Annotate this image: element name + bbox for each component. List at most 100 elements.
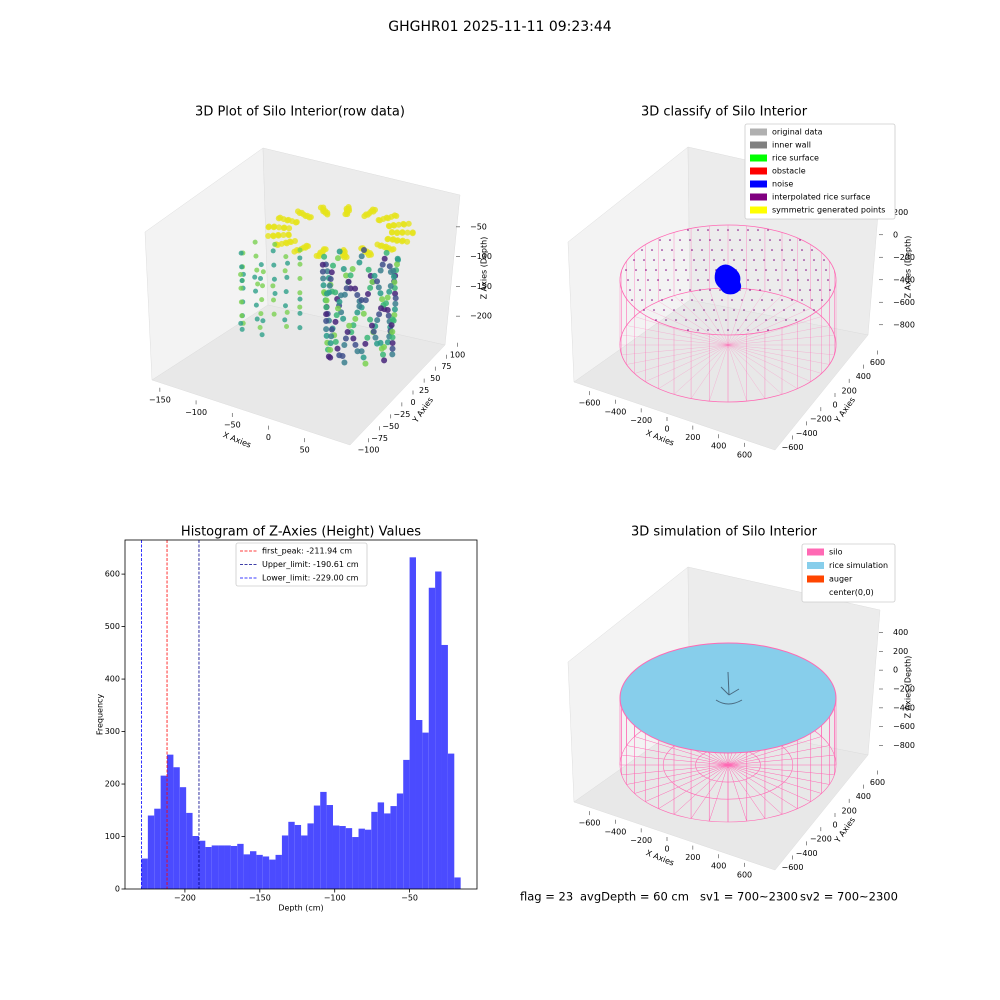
decor-point xyxy=(285,231,292,238)
bar xyxy=(224,845,231,889)
bar xyxy=(281,835,289,889)
decor-point xyxy=(801,249,803,251)
decor-wire xyxy=(727,764,835,776)
decor-point xyxy=(707,229,709,231)
bar xyxy=(332,825,340,889)
decor-point xyxy=(239,326,245,332)
decor-wire xyxy=(645,764,729,802)
decor-point xyxy=(697,229,699,231)
decor-point xyxy=(709,289,711,291)
decor-wire xyxy=(727,344,798,389)
decor-point xyxy=(393,237,400,244)
decor-point xyxy=(389,340,396,347)
decor-point xyxy=(358,253,365,260)
legend-label: Upper_limit: -190.61 cm xyxy=(262,560,359,569)
decor-point xyxy=(721,299,723,301)
decor-point xyxy=(669,239,671,241)
decor-point xyxy=(358,348,365,355)
decor-point xyxy=(270,248,276,254)
decor-point xyxy=(238,299,244,305)
decor-point xyxy=(805,269,807,271)
legend-label: noise xyxy=(772,180,793,189)
decor-point xyxy=(653,259,655,261)
decor-point xyxy=(303,242,310,249)
pane xyxy=(151,304,446,446)
decor-point xyxy=(637,279,639,281)
y-tick-label: 0 xyxy=(832,821,837,830)
bar xyxy=(422,732,429,889)
y-tick-label: −200 xyxy=(810,835,832,844)
decor-point xyxy=(330,262,337,269)
decor-point xyxy=(657,279,659,281)
legend-label: first_peak: -211.94 cm xyxy=(262,547,352,556)
bar xyxy=(237,843,244,889)
decor-wire xyxy=(619,224,837,336)
legend-box xyxy=(801,543,896,603)
decor-point xyxy=(783,259,785,261)
decor-point xyxy=(259,332,265,338)
decor-point xyxy=(381,255,388,262)
decor-point xyxy=(697,329,699,331)
decor-wire xyxy=(727,291,766,346)
decor-point xyxy=(394,255,401,262)
decor-point xyxy=(334,345,341,352)
y-tick-label: 75 xyxy=(441,362,451,371)
decor-wire xyxy=(634,764,729,794)
y-tick-label: 600 xyxy=(870,358,885,367)
y-tick-label: −400 xyxy=(796,849,818,858)
decor-point xyxy=(293,218,300,225)
decor-point xyxy=(297,290,303,296)
decor-point xyxy=(270,232,277,239)
decor-point xyxy=(378,305,385,312)
decor-point xyxy=(375,284,382,291)
decor-point xyxy=(697,279,699,281)
decor-point xyxy=(238,250,244,256)
decor-wire xyxy=(634,736,729,766)
decor-point xyxy=(271,311,277,317)
y-tick-label: 400 xyxy=(105,675,120,684)
decor-point xyxy=(370,328,377,335)
bar xyxy=(186,812,193,889)
decor-point xyxy=(332,289,339,296)
decor-point xyxy=(645,269,647,271)
decor-wire xyxy=(727,344,811,382)
decor-point xyxy=(801,299,803,301)
decor-point xyxy=(286,238,293,245)
y-tick-label: −50 xyxy=(382,422,399,431)
y-tick-label: −200 xyxy=(810,415,832,424)
legend-label: Lower_limit: -229.00 cm xyxy=(262,574,359,583)
bar xyxy=(211,845,219,889)
decor-point xyxy=(238,271,244,277)
decor-point xyxy=(643,309,645,311)
decor-point xyxy=(795,319,797,321)
decor-point xyxy=(785,269,787,271)
decor-point xyxy=(777,279,779,281)
x-tick-label: −600 xyxy=(579,399,601,408)
decor-point xyxy=(767,229,769,231)
decor-point xyxy=(785,319,787,321)
figure-title: GHGHR01 2025-11-11 09:23:44 xyxy=(388,19,612,35)
decor-point xyxy=(747,229,749,231)
decor-point xyxy=(771,249,773,251)
status-text: sv1 = 700~2300 xyxy=(700,890,798,904)
decor-point xyxy=(809,289,811,291)
plot-3d xyxy=(144,147,461,446)
legend-swatch xyxy=(750,128,767,136)
decor-point xyxy=(687,279,689,281)
decor-point xyxy=(313,252,320,259)
decor-wire xyxy=(626,325,729,346)
legend-label: symmetric generated points xyxy=(772,206,885,215)
y-tick-label: −600 xyxy=(782,443,804,452)
decor-point xyxy=(284,324,290,330)
decor-point xyxy=(813,309,815,311)
y-tick-label: −75 xyxy=(371,434,388,443)
decor-point xyxy=(272,241,278,247)
decor-point xyxy=(384,306,391,313)
decor-point xyxy=(298,209,305,216)
decor-point xyxy=(773,259,775,261)
decor-point xyxy=(383,300,390,307)
bar xyxy=(294,824,302,889)
x-tick-label: −200 xyxy=(630,416,652,425)
decor-point xyxy=(679,239,681,241)
